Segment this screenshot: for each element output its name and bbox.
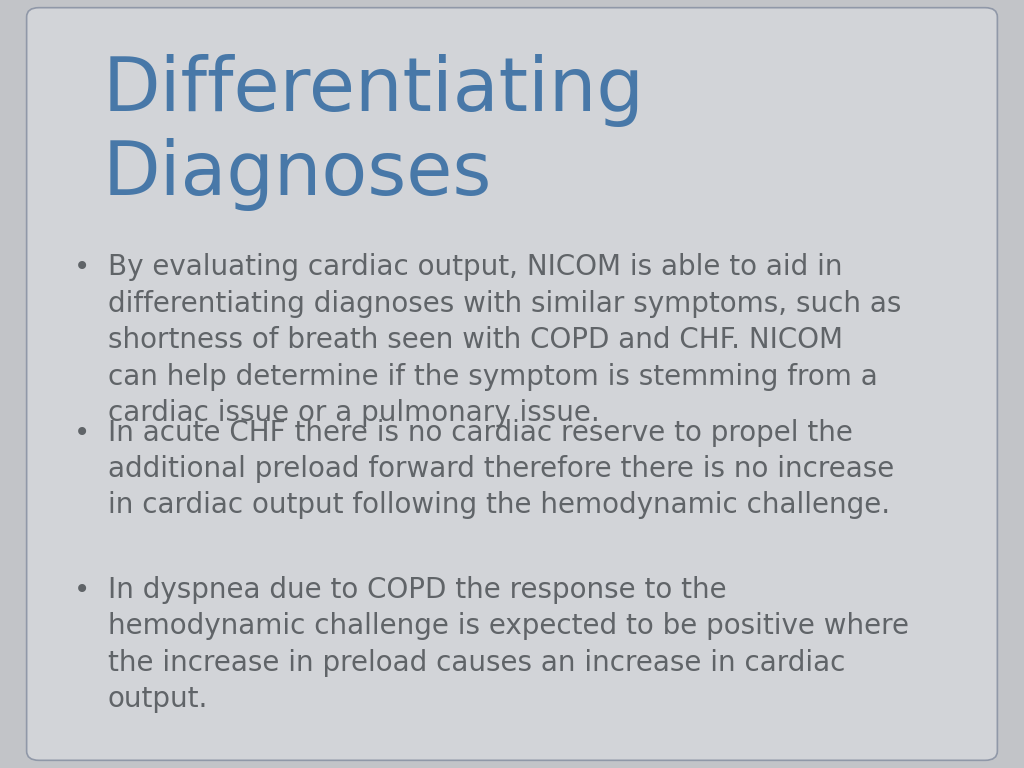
Text: In acute CHF there is no cardiac reserve to propel the
additional preload forwar: In acute CHF there is no cardiac reserve…: [108, 419, 894, 519]
Text: By evaluating cardiac output, NICOM is able to aid in
differentiating diagnoses : By evaluating cardiac output, NICOM is a…: [108, 253, 901, 427]
Text: Differentiating: Differentiating: [102, 54, 644, 127]
Text: •: •: [74, 576, 90, 604]
Text: Diagnoses: Diagnoses: [102, 138, 492, 211]
Text: •: •: [74, 253, 90, 281]
FancyBboxPatch shape: [27, 8, 997, 760]
Text: •: •: [74, 419, 90, 446]
Text: In dyspnea due to COPD the response to the
hemodynamic challenge is expected to : In dyspnea due to COPD the response to t…: [108, 576, 908, 713]
